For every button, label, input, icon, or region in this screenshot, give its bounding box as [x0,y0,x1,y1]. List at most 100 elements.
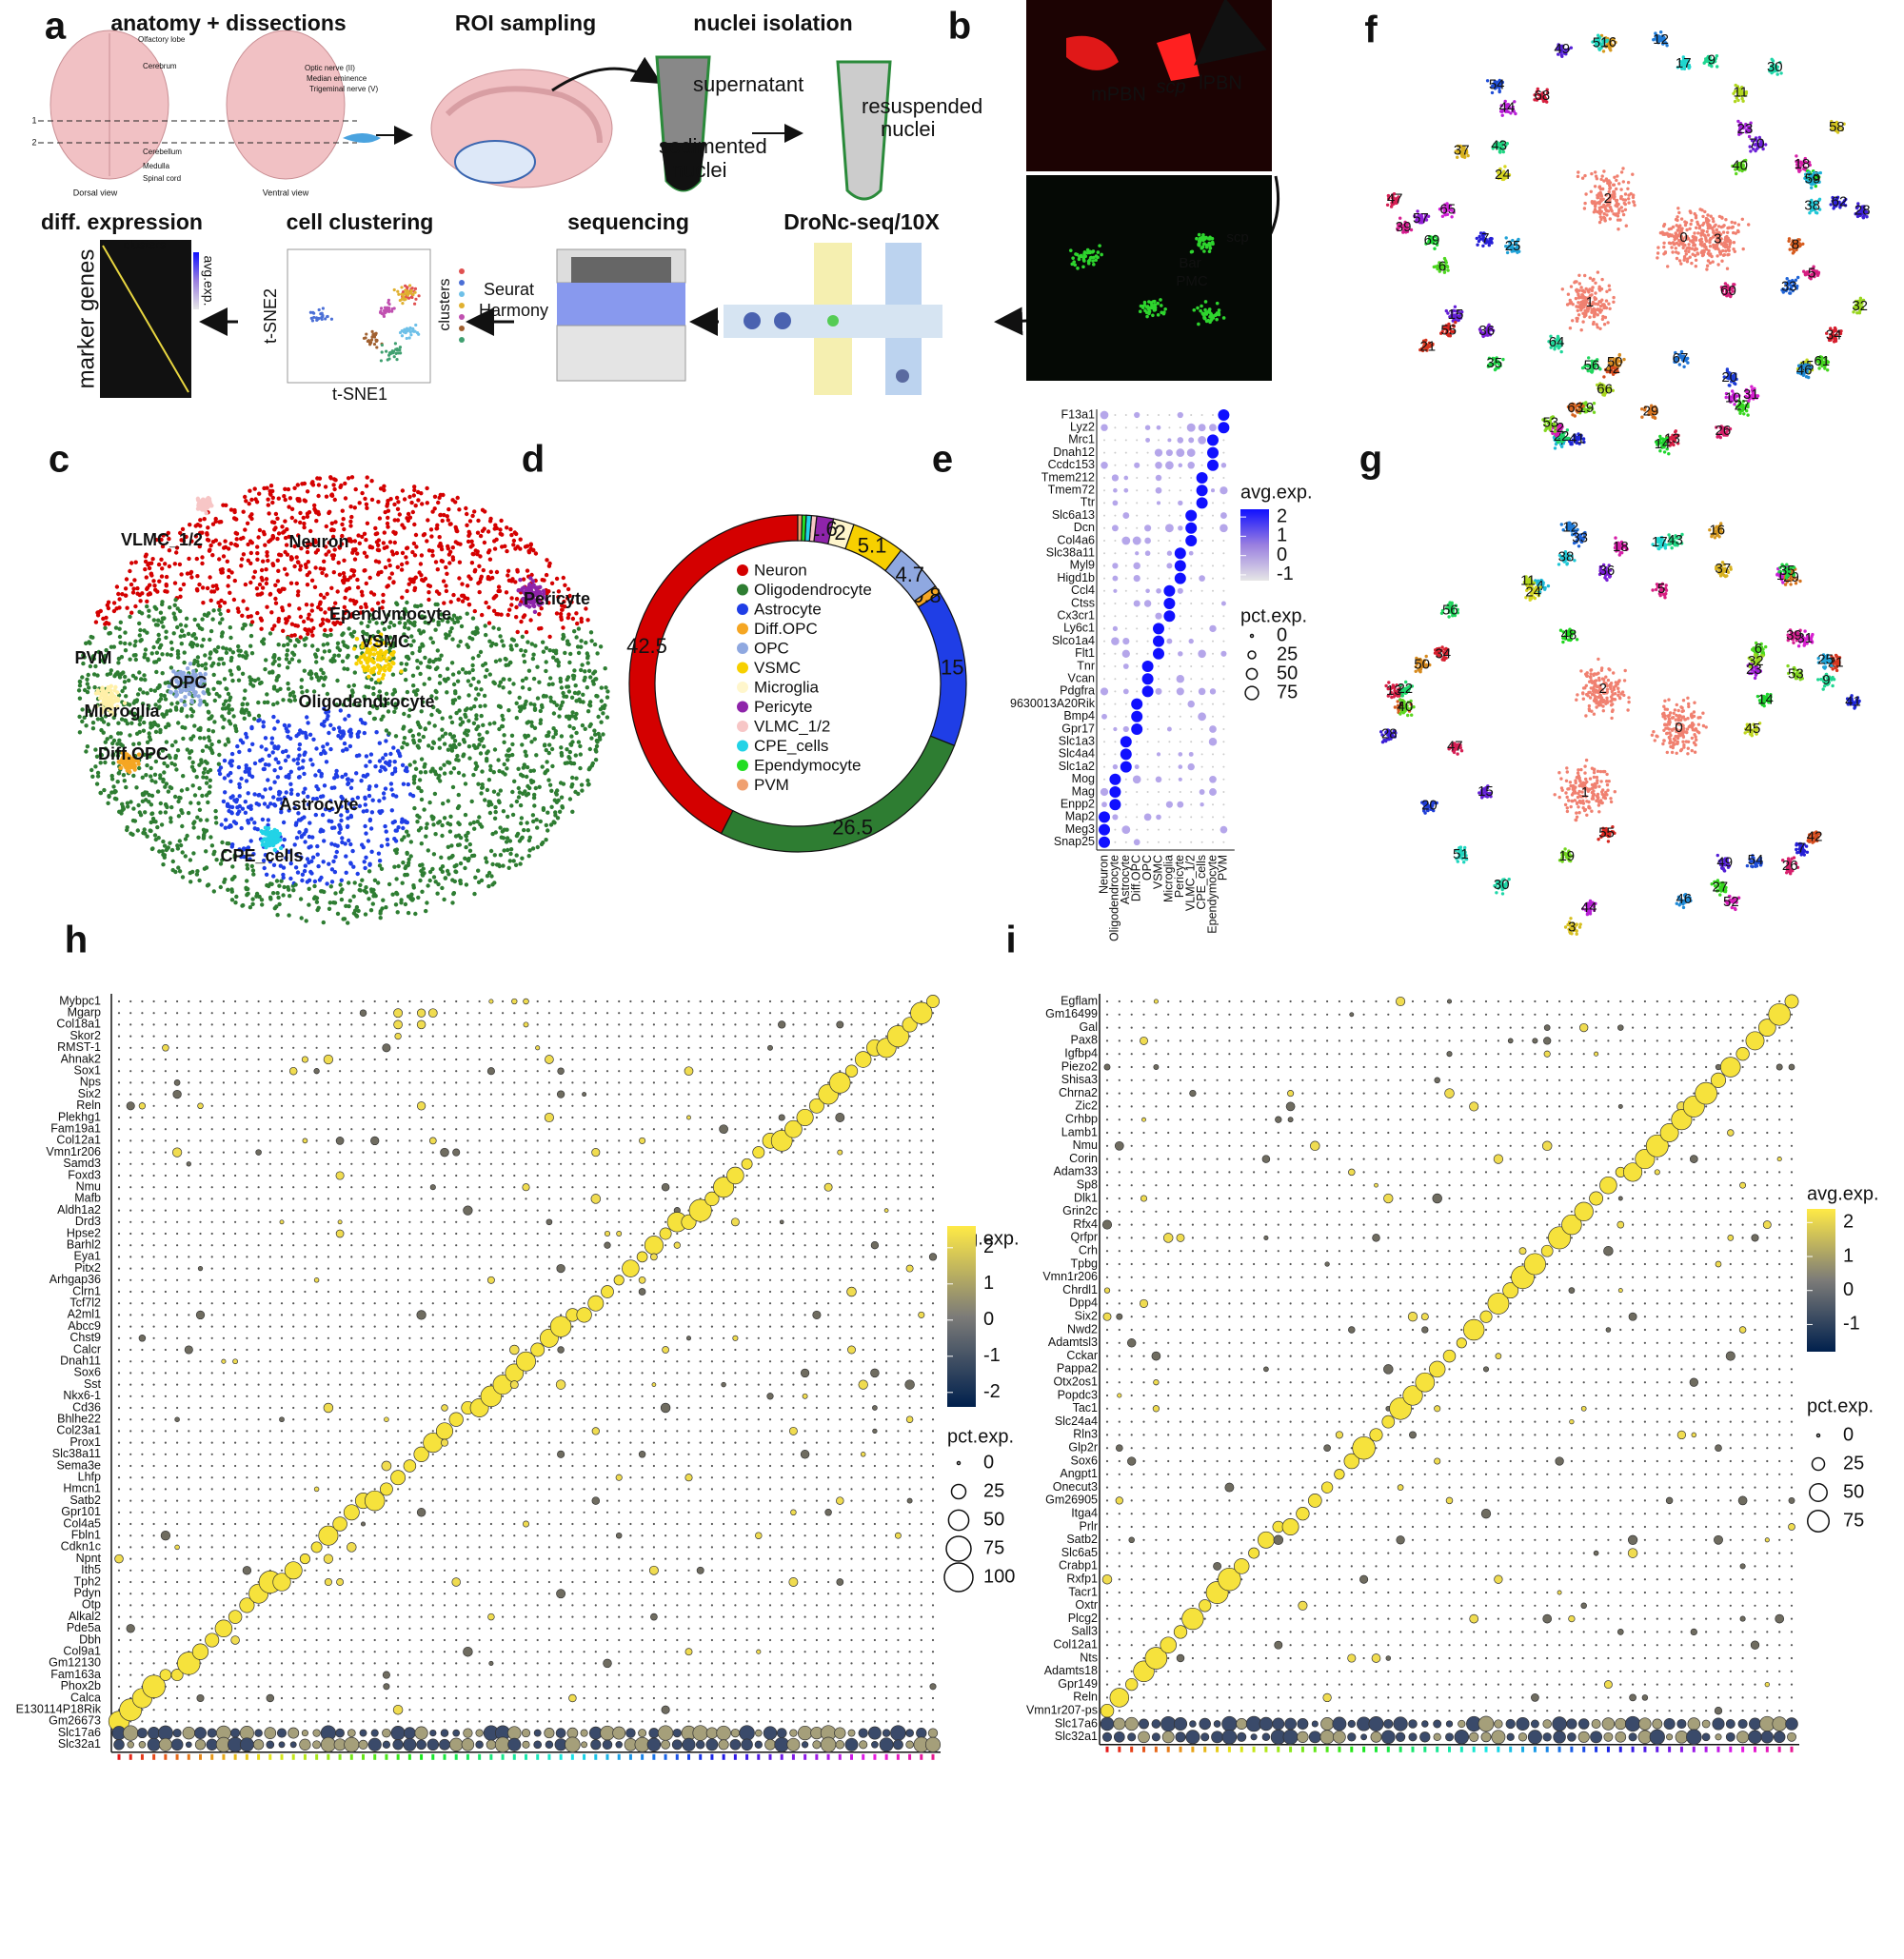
dot [1220,601,1226,606]
dot [1103,652,1105,655]
cell-point [260,830,266,836]
cell-point [470,616,476,621]
dot [1136,627,1139,630]
cell-point [93,764,98,769]
dot [1136,678,1139,681]
cell-point [137,810,142,815]
dot [1146,451,1149,454]
cluster-label: OPC [169,673,207,692]
cell-point [1092,255,1096,260]
cell-point [355,551,360,556]
cell-point [260,795,266,800]
cell-point [484,600,488,605]
cell-point [217,607,222,612]
cell-point [248,580,253,585]
cell-point [266,825,271,831]
cell-point [486,529,491,534]
cell-point [546,564,552,568]
cell-point [500,713,505,719]
cell-point [1192,307,1197,312]
image-label: mPBN [1091,84,1146,105]
cell-point [210,750,215,756]
cell-point [527,686,532,692]
cell-point [169,640,174,645]
dot [1124,791,1127,793]
cell-point [297,659,302,663]
gene-label: Mog [1072,772,1095,785]
cell-point [101,616,106,622]
cell-point [537,784,542,789]
brain-label: Trigeminal nerve (V) [309,85,379,93]
cell-point [567,756,572,761]
cell-point [129,561,134,565]
cell-point [370,798,375,802]
cell-point [515,629,520,635]
cell-point [168,784,172,790]
cell-point [295,623,300,628]
cell-point [492,853,497,858]
cell-point [552,821,557,825]
cell-point [128,642,132,646]
cell-point [519,816,525,821]
cell-point [207,727,211,733]
cell-point [196,694,201,699]
cell-point [581,700,585,704]
dot [1222,753,1225,756]
cell-point [482,540,487,545]
cell-point [504,840,509,844]
cell-point [242,716,247,721]
cell-point [547,648,552,653]
cell-point [595,694,600,699]
cell-point [579,619,584,624]
cell-point [434,589,440,594]
cell-point [292,643,298,648]
cell-point [516,766,521,771]
cell-point [407,515,413,520]
cell-point [496,799,502,803]
dot [1178,525,1183,531]
cell-point [585,656,590,661]
dot [1134,411,1140,419]
cell-point [245,866,250,871]
cell-point [455,679,461,683]
dot [1222,564,1225,567]
cell-point [448,770,453,775]
cell-point [161,624,166,629]
cell-point [566,714,571,719]
cell-point [431,875,437,880]
step-title: ROI sampling [455,10,596,35]
cell-point [485,667,489,673]
cell-point [466,679,471,683]
cell-point [436,821,441,825]
dot [1146,564,1149,567]
cell-point [359,589,365,594]
cell-point [144,575,149,580]
cell-point [275,913,280,918]
cell-point [464,728,468,733]
cell-point [408,291,412,295]
dot [1113,487,1118,493]
cell-point [381,592,386,598]
cell-point [1198,239,1202,244]
cell-point [135,692,141,697]
cell-point [154,669,159,675]
cell-point [517,839,523,843]
cell-point [465,706,469,711]
cell-point [525,764,530,770]
cell-point [298,520,303,525]
cell-point [1143,308,1147,313]
cell-point [451,682,457,687]
gene-label: Slco1a4 [1052,634,1095,647]
cell-point [400,762,406,767]
cell-point [471,820,476,825]
cell-point [364,502,369,506]
cell-point [413,290,417,294]
cell-point [368,590,374,595]
cell-point [458,542,463,546]
cell-point [457,708,462,713]
cell-point [585,782,591,787]
dot [1190,665,1193,667]
cell-point [411,683,416,688]
cell-point [345,655,349,660]
cell-point [413,532,419,538]
